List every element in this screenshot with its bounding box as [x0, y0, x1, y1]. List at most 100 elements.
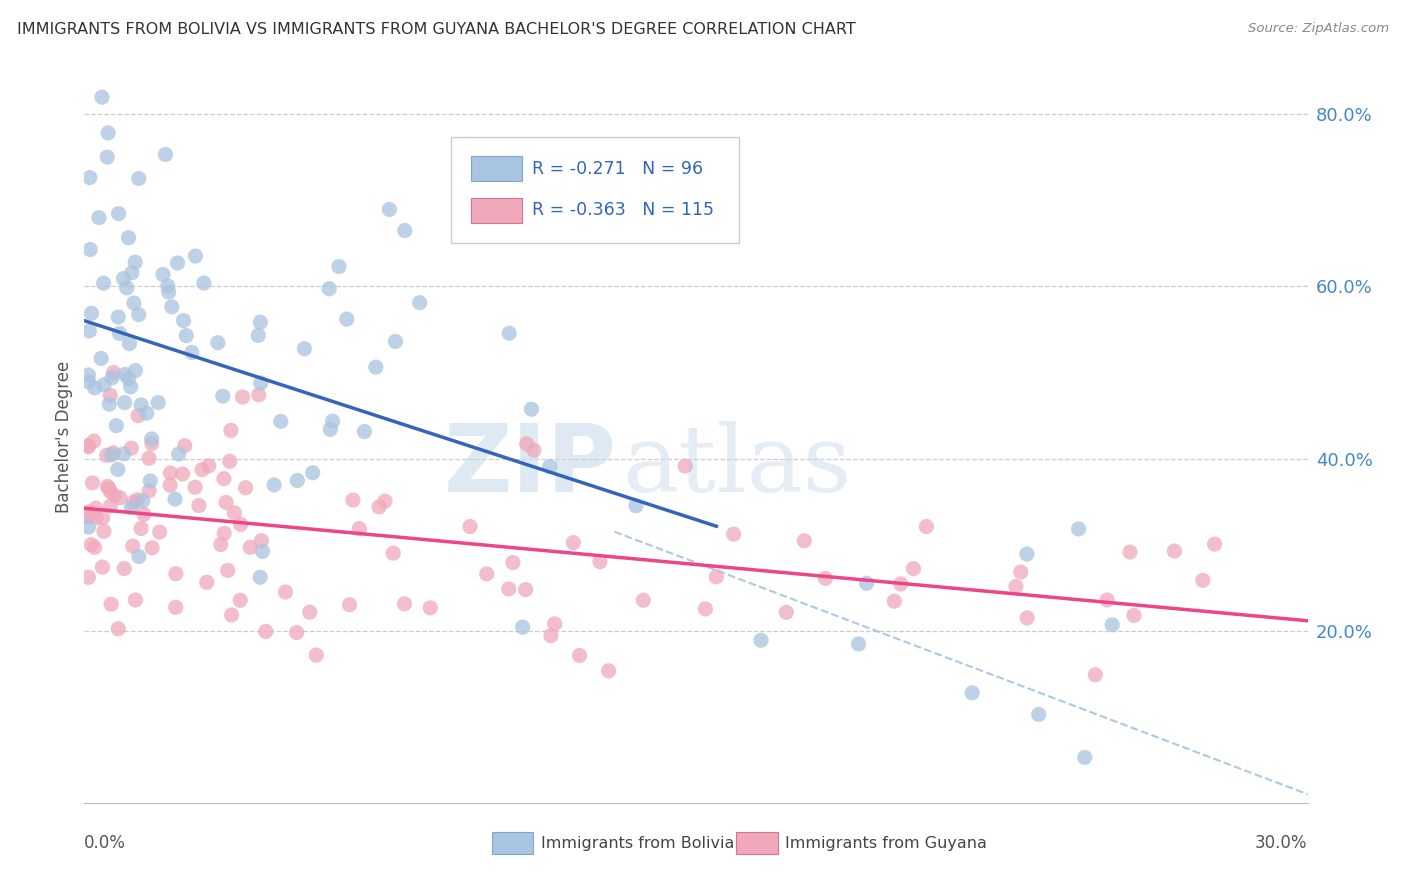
Text: Immigrants from Bolivia: Immigrants from Bolivia: [541, 836, 734, 851]
Point: [124, 255, 146, 269]
Point: [1005, 579, 1028, 593]
Point: [285, 625, 308, 640]
Point: [141, 432, 163, 446]
Point: [141, 541, 163, 555]
Point: [149, 524, 172, 539]
Point: [156, 279, 179, 293]
Point: [249, 570, 271, 584]
Point: [394, 597, 416, 611]
Point: [540, 629, 562, 643]
Point: [673, 458, 696, 473]
Point: [1084, 667, 1107, 681]
Text: R = -0.363   N = 115: R = -0.363 N = 115: [531, 202, 714, 219]
Point: [475, 566, 498, 581]
Point: [187, 499, 209, 513]
Point: [589, 555, 612, 569]
Point: [160, 300, 183, 314]
Text: 0.0%: 0.0%: [84, 834, 127, 852]
Point: [152, 268, 174, 282]
Point: [498, 326, 520, 341]
Point: [108, 491, 131, 505]
Point: [322, 414, 344, 428]
Point: [173, 313, 195, 327]
Point: [209, 537, 232, 551]
Point: [139, 474, 162, 488]
Point: [79, 243, 101, 257]
Text: Source: ZipAtlas.com: Source: ZipAtlas.com: [1249, 22, 1389, 36]
Point: [100, 597, 122, 611]
Point: [328, 260, 350, 274]
Point: [364, 360, 387, 375]
Point: [83, 381, 105, 395]
Point: [512, 620, 534, 634]
Point: [121, 539, 143, 553]
Point: [114, 368, 136, 382]
Point: [128, 171, 150, 186]
Point: [77, 505, 100, 519]
Point: [294, 342, 316, 356]
Point: [568, 648, 591, 663]
Point: [77, 375, 100, 389]
Point: [96, 150, 118, 164]
Point: [120, 380, 142, 394]
Point: [252, 544, 274, 558]
Point: [538, 459, 561, 474]
Point: [695, 602, 717, 616]
Point: [79, 170, 101, 185]
Point: [91, 510, 114, 524]
Point: [305, 648, 328, 662]
Point: [458, 519, 481, 533]
Text: R = -0.271   N = 96: R = -0.271 N = 96: [531, 160, 703, 178]
Point: [122, 296, 145, 310]
Point: [349, 522, 371, 536]
Point: [544, 616, 567, 631]
Point: [319, 422, 342, 436]
Point: [217, 563, 239, 577]
Point: [218, 454, 240, 468]
Point: [87, 211, 110, 225]
Point: [224, 506, 246, 520]
Point: [353, 425, 375, 439]
Point: [129, 522, 152, 536]
Point: [80, 306, 103, 320]
Point: [138, 483, 160, 498]
Point: [107, 310, 129, 324]
Point: [132, 493, 155, 508]
Point: [239, 541, 262, 555]
Point: [301, 466, 323, 480]
Point: [184, 249, 207, 263]
Point: [104, 488, 127, 502]
Point: [96, 479, 118, 493]
Point: [128, 308, 150, 322]
Point: [97, 481, 120, 495]
Point: [232, 390, 254, 404]
Point: [1017, 611, 1039, 625]
Point: [336, 312, 359, 326]
Point: [749, 633, 772, 648]
Point: [127, 409, 149, 423]
Point: [254, 624, 277, 639]
FancyBboxPatch shape: [471, 156, 522, 181]
Point: [118, 336, 141, 351]
Point: [77, 509, 100, 524]
Point: [211, 389, 233, 403]
Point: [235, 481, 257, 495]
Point: [112, 561, 135, 575]
Point: [90, 351, 112, 366]
Point: [207, 335, 229, 350]
Point: [1028, 707, 1050, 722]
Point: [82, 475, 104, 490]
Point: [100, 448, 122, 462]
Point: [77, 368, 100, 382]
Point: [96, 448, 118, 462]
Point: [148, 395, 170, 409]
Point: [166, 256, 188, 270]
Point: [382, 546, 405, 560]
Point: [79, 324, 101, 338]
Point: [775, 605, 797, 619]
Point: [107, 622, 129, 636]
Point: [184, 480, 207, 494]
Point: [249, 315, 271, 329]
Point: [84, 501, 107, 516]
Point: [165, 600, 187, 615]
